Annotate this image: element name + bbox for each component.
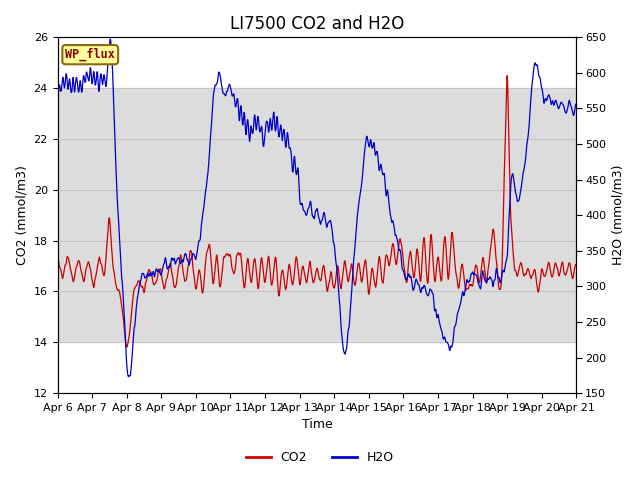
Y-axis label: CO2 (mmol/m3): CO2 (mmol/m3): [15, 165, 28, 265]
X-axis label: Time: Time: [301, 419, 332, 432]
Text: WP_flux: WP_flux: [65, 48, 115, 61]
Y-axis label: H2O (mmol/m3): H2O (mmol/m3): [612, 165, 625, 265]
Title: LI7500 CO2 and H2O: LI7500 CO2 and H2O: [230, 15, 404, 33]
Bar: [58, 88, 576, 342]
Legend: CO2, H2O: CO2, H2O: [241, 446, 399, 469]
